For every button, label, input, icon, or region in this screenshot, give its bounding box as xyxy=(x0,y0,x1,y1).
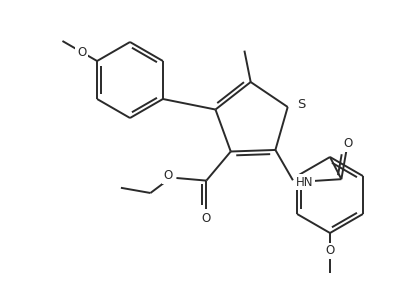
Text: S: S xyxy=(297,98,305,111)
Text: O: O xyxy=(163,170,173,183)
Text: HN: HN xyxy=(296,176,314,189)
Text: O: O xyxy=(77,45,86,58)
Text: O: O xyxy=(326,245,335,258)
Text: O: O xyxy=(202,212,211,225)
Text: O: O xyxy=(344,137,353,150)
